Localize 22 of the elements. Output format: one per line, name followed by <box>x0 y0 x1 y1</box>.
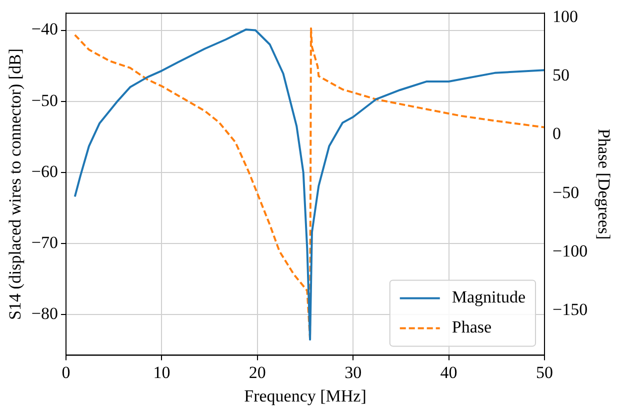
y-tick-label: −40 <box>31 20 58 39</box>
y-axis-title: S14 (displaced wires to connector) [dB] <box>6 48 25 320</box>
y2-tick-label: −100 <box>552 241 588 260</box>
y2-tick-label: −150 <box>552 300 588 320</box>
legend-label: Magnitude <box>452 288 526 307</box>
x-tick-label: 10 <box>153 362 170 382</box>
y-tick-label: −50 <box>31 90 58 110</box>
y2-axis-title: Phase [Degrees] <box>594 128 614 240</box>
y2-tick-label: 0 <box>552 124 562 144</box>
x-axis-title: Frequency [MHz] <box>244 386 366 406</box>
y2-tick-label: 100 <box>552 6 578 26</box>
y2-tick-label: −50 <box>552 182 580 202</box>
y-tick-label: −70 <box>31 233 58 252</box>
legend-label: Phase <box>452 318 492 337</box>
x-tick-label: 40 <box>440 362 458 382</box>
y-tick-label: −80 <box>31 304 58 324</box>
y2-tick-label: 50 <box>552 66 570 85</box>
x-tick-label: 0 <box>62 362 70 382</box>
x-tick-label: 20 <box>248 362 266 382</box>
x-tick-label: 30 <box>344 362 362 382</box>
x-tick-label: 50 <box>536 362 554 382</box>
y-tick-label: −60 <box>31 162 58 181</box>
